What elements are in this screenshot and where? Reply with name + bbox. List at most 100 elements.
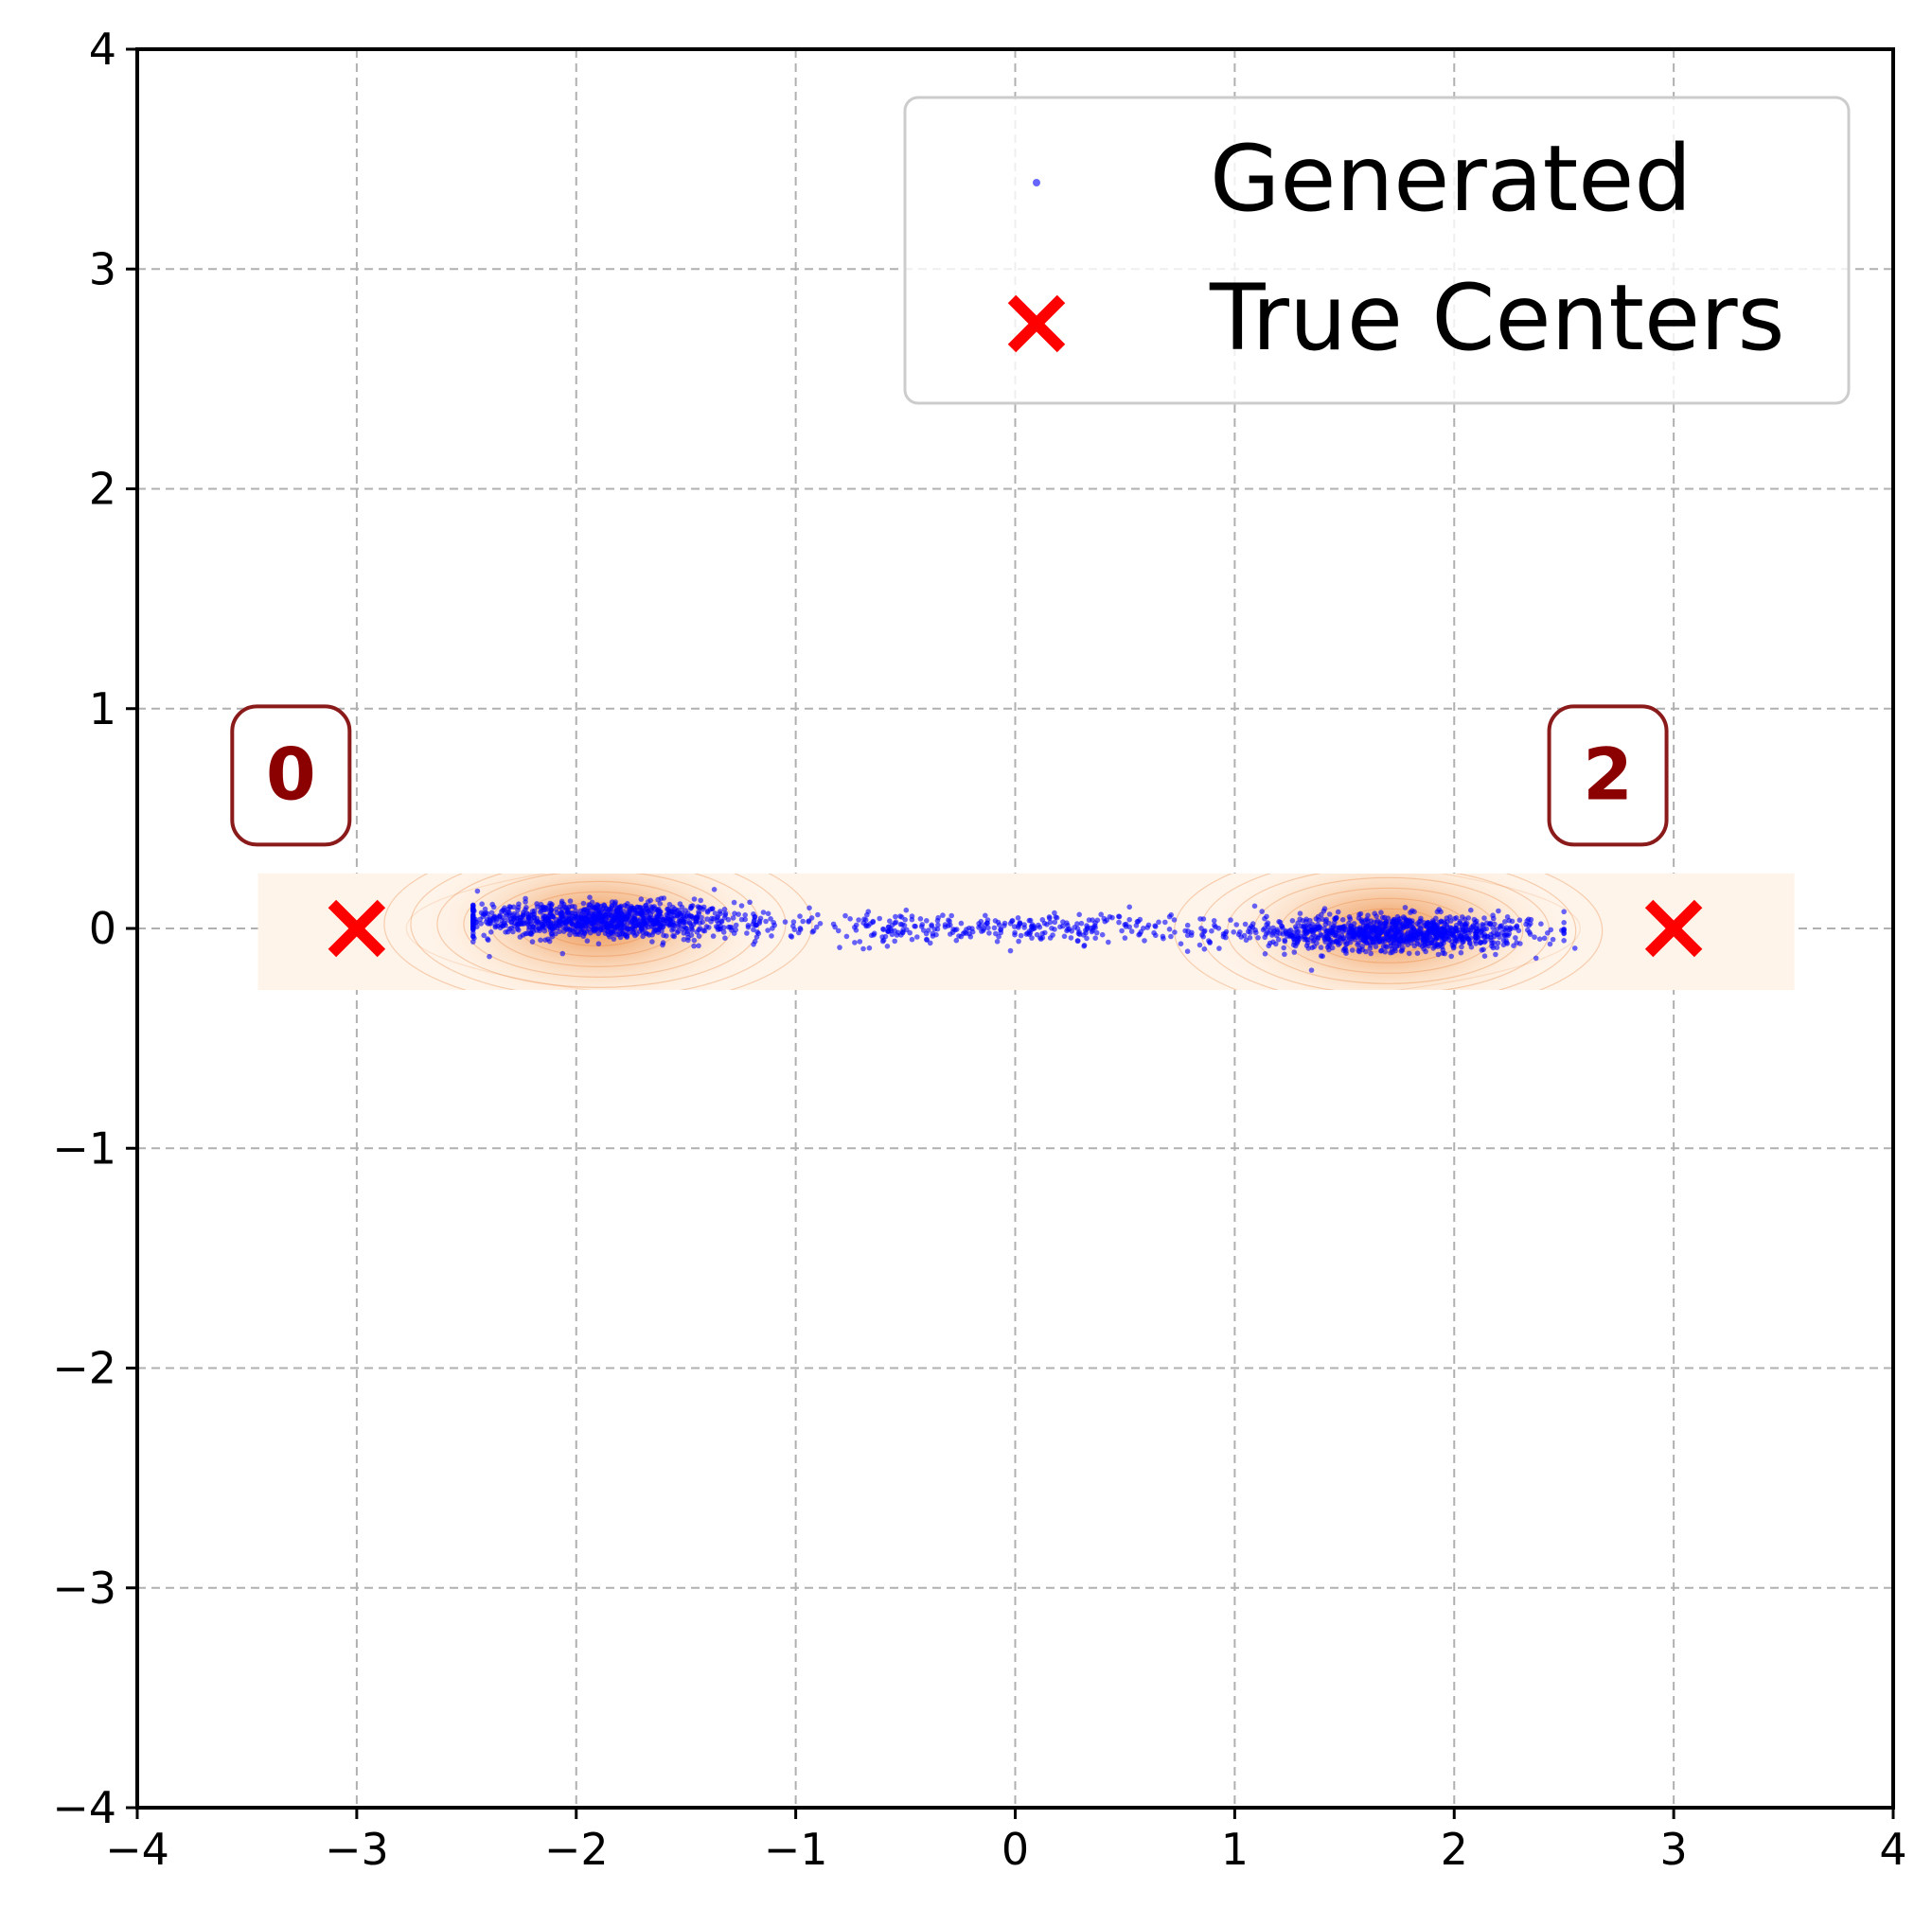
generated-point (1479, 947, 1485, 953)
generated-point (1116, 919, 1122, 926)
generated-point (675, 913, 681, 919)
generated-point (1200, 916, 1207, 922)
generated-point (529, 939, 536, 945)
generated-point (641, 916, 647, 922)
generated-point (505, 909, 511, 915)
generated-point (731, 899, 737, 906)
generated-point (1550, 936, 1556, 943)
generated-point (609, 912, 614, 919)
generated-point (481, 932, 487, 939)
generated-point (996, 933, 1001, 940)
generated-point (1459, 944, 1464, 950)
generated-point (1491, 933, 1498, 940)
generated-point (1481, 927, 1487, 932)
generated-point (1080, 932, 1087, 938)
generated-point (595, 941, 602, 946)
generated-point (732, 910, 737, 916)
generated-point (1409, 920, 1415, 927)
generated-point (1297, 910, 1303, 916)
generated-point (1084, 935, 1090, 942)
generated-point (866, 945, 873, 951)
generated-point (924, 918, 930, 924)
generated-point (695, 904, 701, 910)
generated-point (1378, 910, 1384, 915)
generated-point (533, 924, 539, 929)
generated-point (1333, 915, 1339, 921)
generated-point (1493, 951, 1498, 958)
generated-point (733, 927, 738, 933)
generated-point (1242, 921, 1249, 928)
generated-point (1166, 913, 1173, 920)
generated-point (813, 924, 820, 930)
y-tick-label: 2 (89, 464, 116, 515)
generated-point (681, 914, 687, 920)
generated-point (1401, 938, 1408, 945)
generated-point (947, 918, 952, 925)
generated-point (517, 934, 523, 940)
generated-point (470, 907, 476, 912)
generated-point (885, 928, 892, 934)
generated-point (689, 903, 696, 909)
generated-point (689, 913, 696, 920)
generated-point (1092, 935, 1098, 941)
generated-point (1334, 938, 1340, 944)
generated-point (714, 918, 720, 924)
x-stroke (1007, 294, 1066, 353)
x-tick-label: 0 (1001, 1824, 1029, 1875)
generated-point (1029, 935, 1035, 941)
generated-point (865, 923, 871, 928)
generated-point (1457, 918, 1463, 925)
generated-point (1434, 941, 1441, 947)
generated-point (1081, 943, 1088, 948)
generated-point (1142, 938, 1147, 944)
generated-point (1222, 930, 1229, 937)
generated-point (605, 925, 611, 930)
generated-point (1391, 932, 1397, 939)
generated-point (1311, 937, 1317, 943)
generated-point (1481, 939, 1487, 945)
generated-point (583, 928, 590, 934)
generated-point (598, 922, 605, 928)
generated-point (518, 918, 523, 924)
generated-point (907, 929, 913, 936)
generated-point (707, 906, 714, 912)
generated-point (946, 923, 951, 928)
generated-point (976, 925, 982, 930)
generated-point (1349, 947, 1356, 953)
generated-point (548, 931, 555, 937)
generated-point (730, 915, 736, 921)
generated-point (661, 895, 667, 901)
generated-point (564, 925, 571, 931)
generated-point (649, 939, 655, 945)
generated-point (715, 925, 720, 930)
generated-point (572, 913, 577, 920)
generated-point (1303, 937, 1310, 943)
generated-point (1404, 922, 1409, 928)
y-tick-label: −3 (52, 1563, 116, 1614)
generated-point (929, 922, 934, 928)
generated-point (1341, 938, 1348, 945)
generated-point (1395, 943, 1402, 948)
generated-point (1414, 921, 1421, 927)
generated-point (696, 927, 702, 933)
generated-point (711, 887, 718, 892)
generated-point (640, 929, 646, 935)
generated-point (1452, 915, 1458, 922)
generated-point (545, 916, 552, 923)
generated-point (1414, 941, 1420, 946)
generated-point (948, 912, 954, 919)
density-contour (405, 873, 1581, 991)
generated-point (768, 916, 773, 922)
generated-point (889, 931, 895, 938)
generated-point (1502, 919, 1508, 925)
generated-point (1458, 933, 1463, 939)
density-contour (383, 873, 813, 991)
generated-point (1430, 924, 1436, 929)
generated-point (1391, 945, 1398, 951)
generated-point (622, 902, 629, 909)
generated-point (733, 922, 739, 928)
legend: Generated True Centers (903, 96, 1851, 405)
generated-point (653, 928, 659, 933)
generated-point (877, 915, 882, 922)
generated-point (1188, 932, 1195, 938)
